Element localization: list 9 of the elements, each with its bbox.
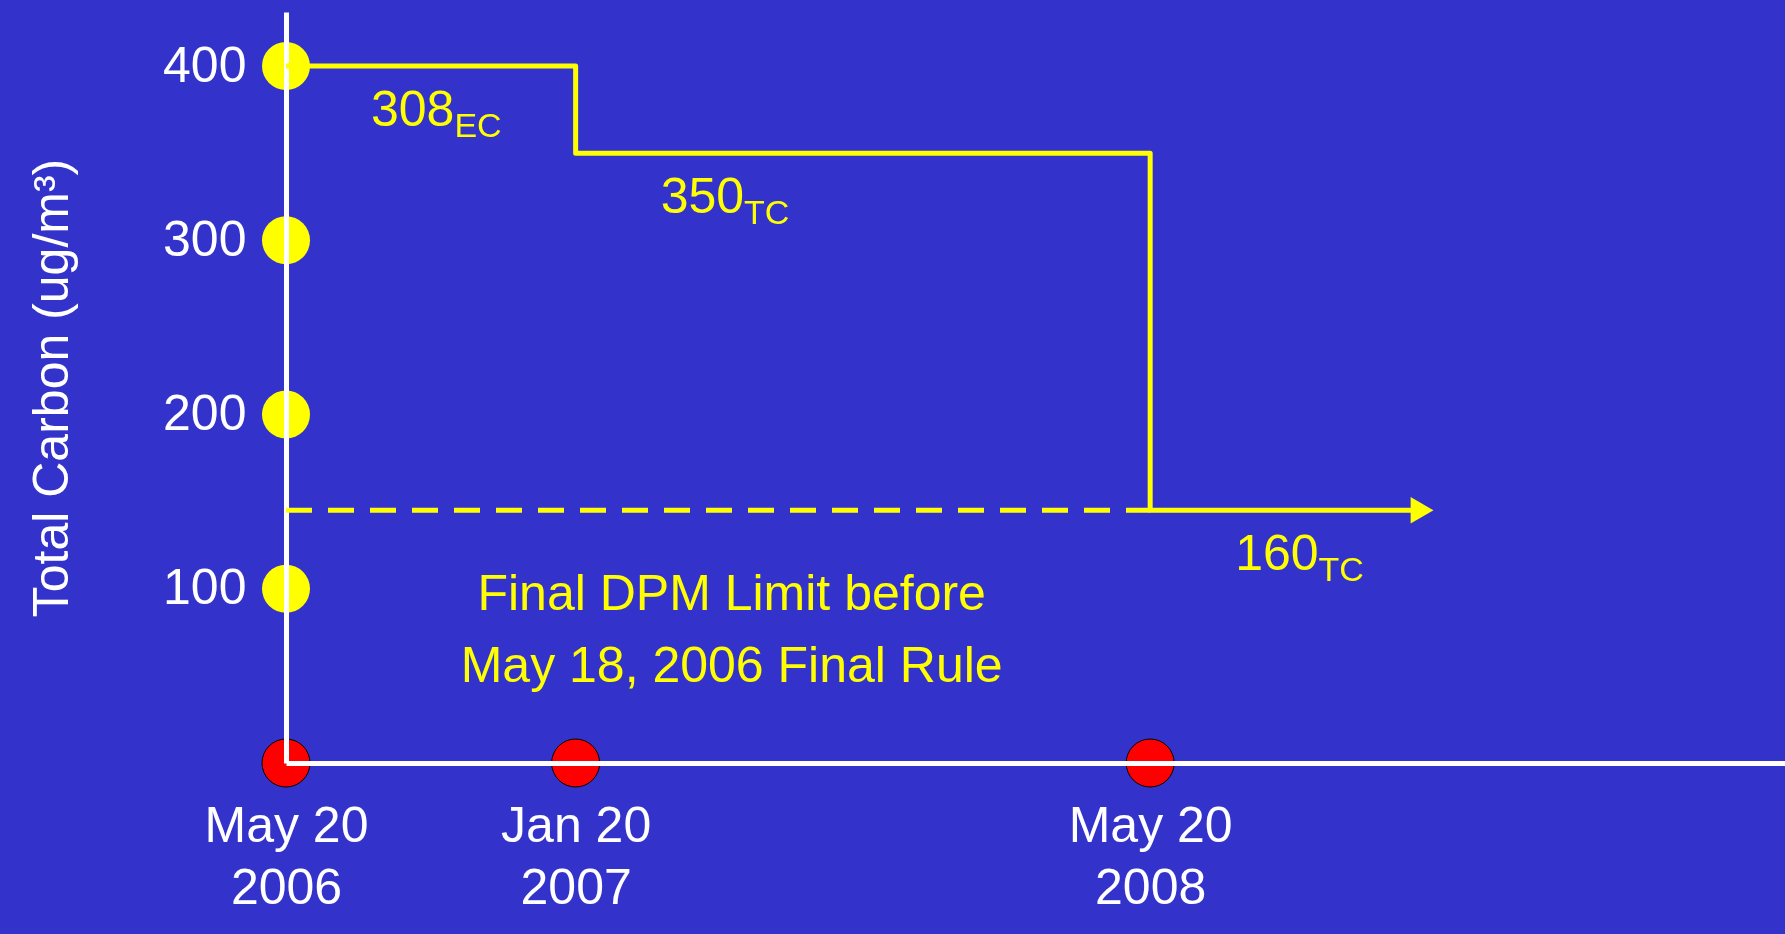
- annotation: Final DPM Limit before May 18, 2006 Final Rule: [460, 565, 1003, 694]
- y-tick-label: 400: [163, 36, 247, 93]
- y-tick-label: 100: [163, 559, 247, 616]
- x-tick-label: Jan 20 2007: [501, 796, 652, 915]
- y-axis-title: Total Carbon (ug/m³): [23, 158, 80, 618]
- y-tick-label: 200: [163, 385, 247, 442]
- x-tick-label: May 20 2006: [204, 796, 369, 915]
- y-tick-label: 300: [163, 210, 247, 267]
- x-tick-label: May 20 2008: [1068, 796, 1233, 915]
